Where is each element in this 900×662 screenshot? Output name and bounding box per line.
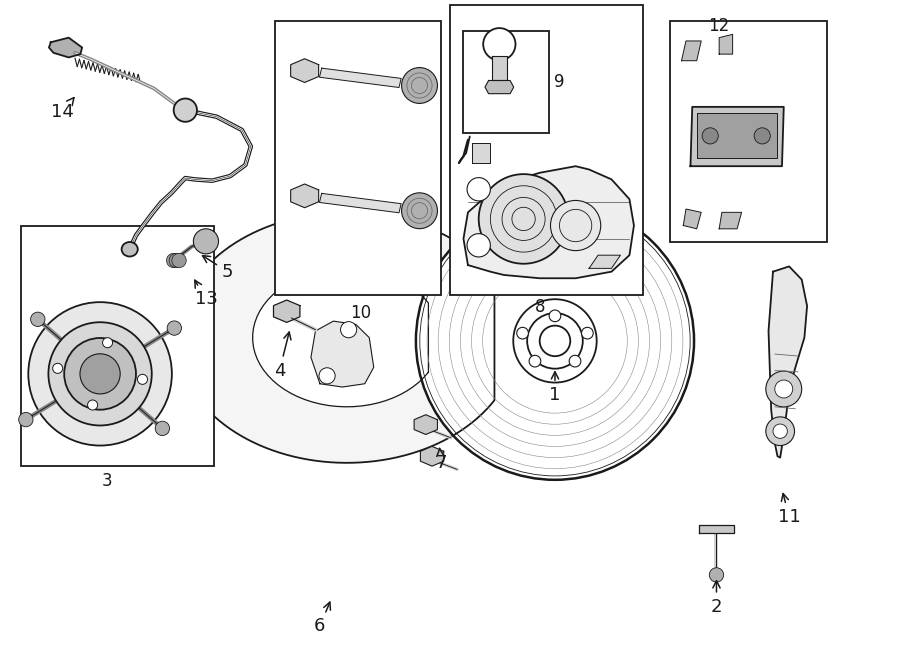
Polygon shape — [492, 56, 507, 81]
Bar — [464, 31, 549, 133]
Polygon shape — [274, 300, 300, 322]
Polygon shape — [291, 59, 319, 83]
Circle shape — [401, 193, 437, 228]
Text: 10: 10 — [350, 305, 371, 322]
Polygon shape — [698, 526, 734, 534]
Polygon shape — [176, 213, 494, 463]
Polygon shape — [719, 34, 733, 54]
Circle shape — [167, 321, 182, 335]
Bar — [670, 21, 827, 242]
Circle shape — [103, 338, 112, 348]
Polygon shape — [420, 446, 444, 466]
Circle shape — [155, 421, 169, 436]
Circle shape — [766, 417, 795, 446]
Circle shape — [401, 68, 437, 103]
Text: 12: 12 — [708, 17, 730, 36]
Circle shape — [549, 310, 561, 322]
Polygon shape — [769, 266, 807, 457]
Ellipse shape — [122, 242, 138, 256]
Text: 7: 7 — [436, 448, 446, 472]
Polygon shape — [320, 193, 401, 213]
Text: 9: 9 — [554, 73, 564, 91]
Circle shape — [479, 174, 569, 263]
Circle shape — [483, 28, 516, 60]
Circle shape — [49, 322, 152, 426]
Circle shape — [569, 355, 580, 367]
Circle shape — [319, 368, 335, 384]
Circle shape — [80, 354, 121, 394]
Text: 14: 14 — [51, 97, 74, 121]
Circle shape — [31, 312, 45, 326]
Polygon shape — [683, 209, 701, 229]
Text: 4: 4 — [274, 332, 291, 379]
Circle shape — [766, 371, 802, 407]
Bar — [275, 21, 441, 295]
Circle shape — [581, 327, 593, 339]
Text: 1: 1 — [549, 372, 561, 404]
Circle shape — [517, 327, 528, 339]
Circle shape — [52, 363, 63, 373]
Circle shape — [194, 229, 219, 254]
Bar — [450, 5, 643, 295]
Text: 6: 6 — [314, 602, 330, 636]
Polygon shape — [681, 41, 701, 61]
Polygon shape — [485, 81, 514, 94]
Circle shape — [467, 177, 491, 201]
Circle shape — [138, 374, 148, 385]
Circle shape — [702, 128, 718, 144]
Polygon shape — [310, 321, 374, 387]
Circle shape — [773, 424, 788, 438]
Circle shape — [775, 380, 793, 398]
Circle shape — [754, 128, 770, 144]
Circle shape — [529, 355, 541, 367]
Text: 2: 2 — [711, 581, 722, 616]
Circle shape — [64, 338, 136, 410]
Polygon shape — [414, 414, 437, 434]
Polygon shape — [697, 113, 778, 158]
Polygon shape — [719, 213, 742, 229]
Circle shape — [551, 201, 600, 251]
Polygon shape — [320, 68, 401, 87]
Circle shape — [28, 302, 172, 446]
Circle shape — [19, 412, 33, 427]
Circle shape — [467, 234, 491, 257]
Circle shape — [513, 299, 597, 383]
Circle shape — [166, 254, 181, 267]
Circle shape — [340, 322, 356, 338]
Text: 11: 11 — [778, 494, 800, 526]
Circle shape — [416, 202, 694, 480]
Circle shape — [172, 254, 186, 267]
Text: 5: 5 — [202, 256, 233, 281]
Polygon shape — [690, 107, 784, 166]
Circle shape — [540, 326, 571, 356]
Bar — [21, 226, 214, 466]
Circle shape — [174, 99, 197, 122]
Polygon shape — [291, 184, 319, 208]
Polygon shape — [464, 166, 634, 278]
Text: 13: 13 — [194, 280, 218, 308]
Circle shape — [87, 400, 97, 410]
Polygon shape — [472, 143, 490, 163]
Circle shape — [709, 568, 724, 582]
Text: 3: 3 — [102, 472, 112, 491]
Polygon shape — [590, 255, 620, 268]
Polygon shape — [49, 38, 82, 58]
Circle shape — [169, 254, 184, 267]
Text: 8: 8 — [535, 298, 545, 316]
Circle shape — [527, 313, 583, 369]
